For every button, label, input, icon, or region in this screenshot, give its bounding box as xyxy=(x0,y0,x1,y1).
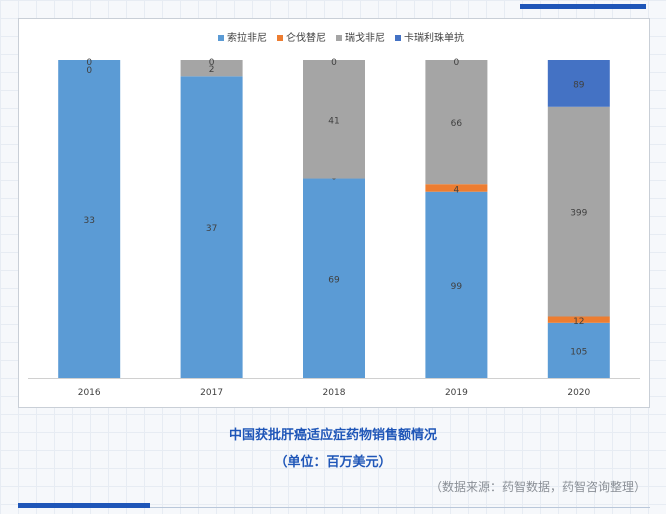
data-label: 105 xyxy=(570,347,587,357)
decorative-line-bottom xyxy=(150,507,650,508)
data-label: 69 xyxy=(328,275,340,285)
data-label: 399 xyxy=(570,209,587,219)
data-label: 37 xyxy=(206,224,217,234)
legend-swatch-0 xyxy=(218,35,224,41)
legend-swatch-3 xyxy=(395,35,401,41)
legend-label-1: 仑伐替尼 xyxy=(286,31,326,44)
legend-label-2: 瑞戈非尼 xyxy=(345,31,385,44)
data-label: 89 xyxy=(573,80,585,90)
bar-segment-2020-s1 xyxy=(547,316,610,323)
legend-swatch-1 xyxy=(277,35,283,41)
bar-segment-2016-s0 xyxy=(58,60,121,378)
data-label: 0 xyxy=(86,58,92,68)
data-label: 33 xyxy=(83,216,94,226)
data-label: 0 xyxy=(209,58,215,68)
data-label: 41 xyxy=(328,116,339,126)
bar-segment-2018-s0 xyxy=(303,178,365,378)
bar-segment-2017-s2 xyxy=(180,60,243,77)
bar-segment-2019-s2 xyxy=(425,60,488,185)
data-label: 66 xyxy=(451,119,463,129)
decorative-bar-top xyxy=(520,4,646,9)
data-label: 0 xyxy=(454,58,460,68)
bar-segment-2020-s2 xyxy=(547,106,610,317)
x-tick-label: 2017 xyxy=(200,388,223,398)
bar-segment-2020-s0 xyxy=(547,322,610,378)
data-source: （数据来源：药智数据，药智咨询整理） xyxy=(429,480,646,494)
chart-title: 中国获批肝癌适应症药物销售额情况 xyxy=(228,428,437,443)
bar-segment-2020-s3 xyxy=(547,60,610,107)
x-tick-label: 2016 xyxy=(78,388,101,398)
data-label: 4 xyxy=(454,186,460,196)
x-tick-label: 2018 xyxy=(323,388,346,398)
legend-label-3: 卡瑞利珠单抗 xyxy=(404,31,464,44)
stacked-bar-chart: 3300201637020201769041020189946602019105… xyxy=(28,31,640,398)
bar-segment-2019-s0 xyxy=(425,191,488,378)
data-label: 12 xyxy=(573,317,584,327)
bar-segment-2018-s2 xyxy=(303,60,365,179)
data-label: 2 xyxy=(209,65,215,75)
data-label: 99 xyxy=(451,282,463,292)
chart-unit: （单位：百万美元） xyxy=(274,455,392,470)
bar-segment-2019-s1 xyxy=(425,184,488,192)
x-tick-label: 2020 xyxy=(567,388,590,398)
bar-segment-2017-s0 xyxy=(180,76,243,379)
legend-swatch-2 xyxy=(336,35,342,41)
data-label: 0 xyxy=(331,58,337,68)
legend-label-0: 索拉非尼 xyxy=(227,31,267,44)
x-tick-label: 2019 xyxy=(445,388,468,398)
decorative-bar-bottom xyxy=(18,503,150,508)
data-label: 0 xyxy=(86,66,92,76)
